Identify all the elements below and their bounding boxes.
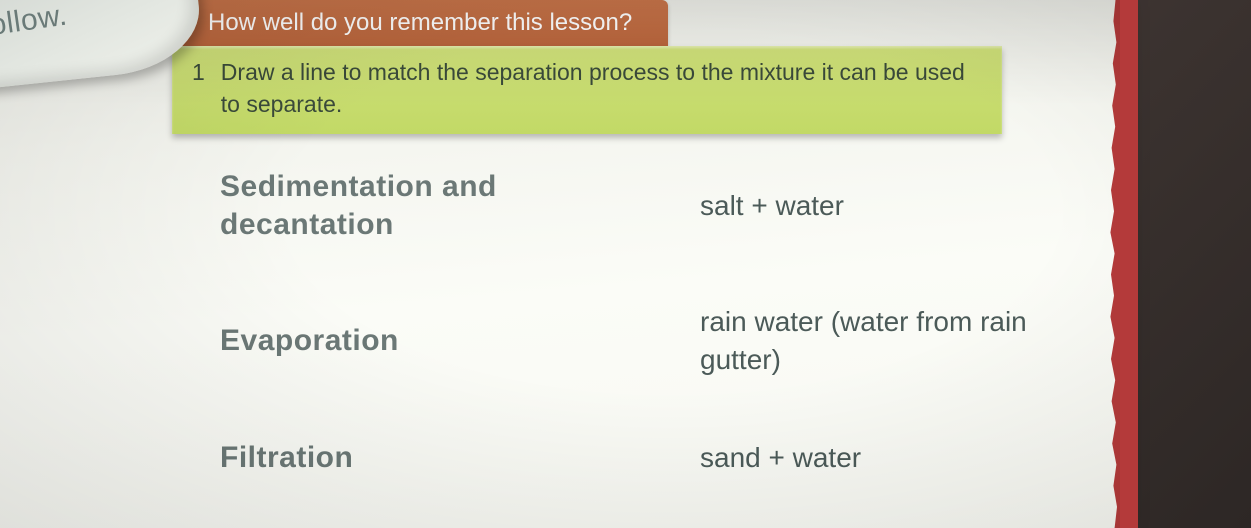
process-term: Sedimentation and decantation [220, 168, 600, 243]
adjacent-page-text: ollow. [0, 0, 69, 43]
lesson-header-title: How well do you remember this lesson? [208, 9, 632, 37]
textbook-page: How well do you remember this lesson? 1 … [0, 0, 1120, 528]
photo-surface: How well do you remember this lesson? 1 … [0, 0, 1251, 528]
lesson-header-tab: How well do you remember this lesson? [182, 0, 668, 46]
question-bar: 1 Draw a line to match the separation pr… [172, 46, 1002, 134]
question-number: 1 [192, 56, 205, 120]
mixture-term: sand + water [660, 439, 1040, 477]
question-row: 1 Draw a line to match the separation pr… [192, 56, 982, 120]
mixture-term: rain water (water from rain gutter) [660, 303, 1040, 379]
process-term: Filtration [220, 439, 600, 477]
process-term: Evaporation [220, 322, 600, 360]
matching-grid: Sedimentation and decantation salt + wat… [220, 168, 1040, 476]
mixture-term: salt + water [660, 187, 1040, 225]
question-text: Draw a line to match the separation proc… [221, 56, 982, 120]
page-torn-edge [1108, 0, 1138, 528]
